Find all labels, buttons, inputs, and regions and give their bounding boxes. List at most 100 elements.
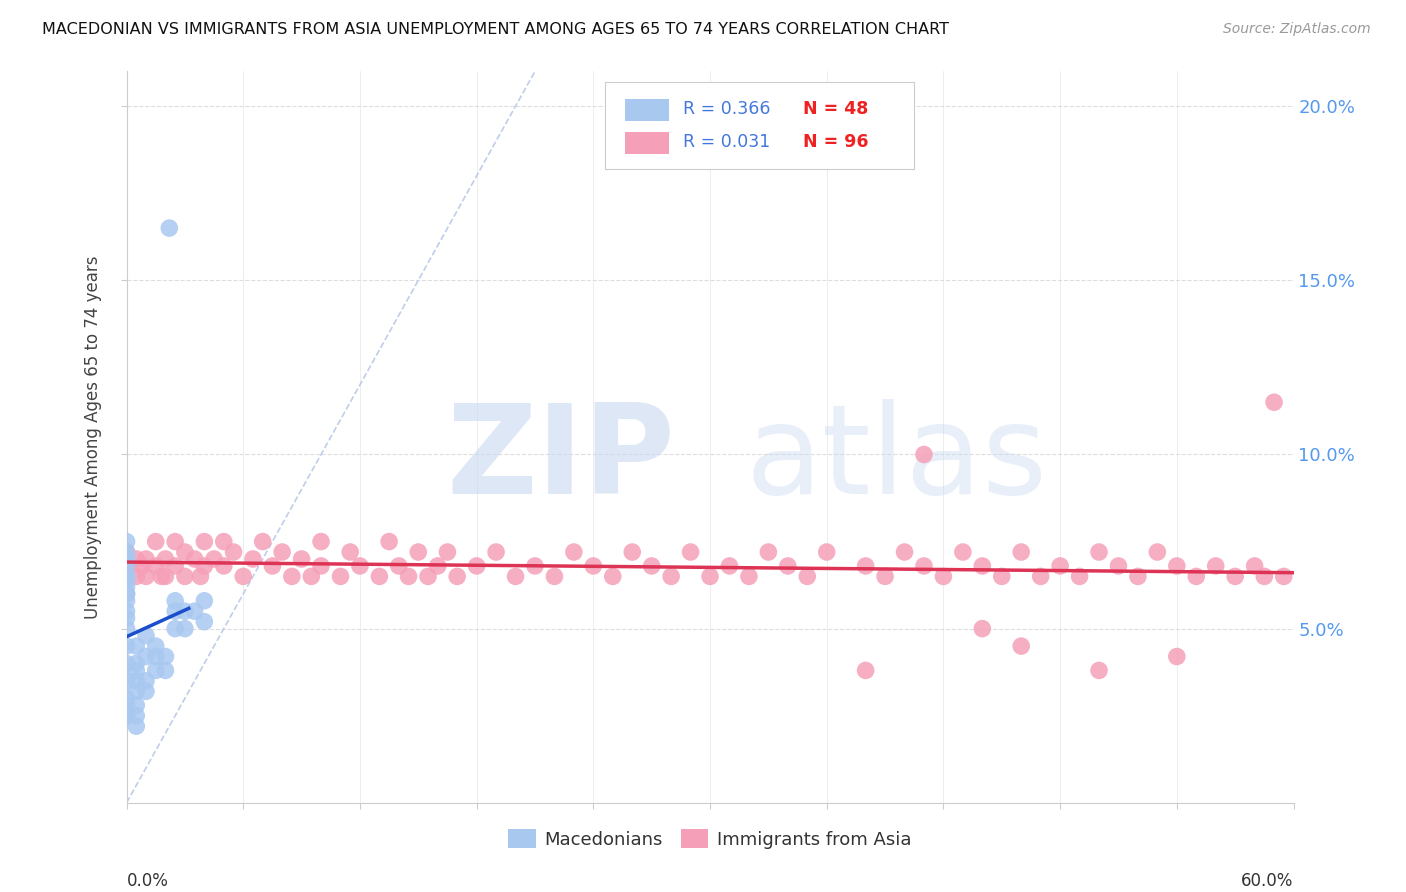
Point — [1272, 569, 1295, 583]
Point — [388, 558, 411, 573]
Point — [1146, 545, 1168, 559]
Point — [145, 639, 167, 653]
Point — [912, 558, 935, 573]
Point — [855, 558, 877, 573]
Point — [115, 708, 138, 723]
Point — [135, 673, 157, 688]
Point — [115, 580, 138, 594]
Point — [1049, 558, 1071, 573]
Point — [125, 639, 148, 653]
Point — [145, 649, 167, 664]
Point — [972, 558, 994, 573]
Text: 0.0%: 0.0% — [127, 872, 169, 890]
Point — [242, 552, 264, 566]
Point — [165, 604, 187, 618]
Point — [309, 534, 332, 549]
Point — [135, 629, 157, 643]
Point — [155, 552, 177, 566]
Point — [378, 534, 401, 549]
Point — [262, 558, 284, 573]
Point — [115, 534, 138, 549]
Point — [1088, 545, 1111, 559]
Point — [135, 684, 157, 698]
Point — [115, 604, 138, 618]
Point — [165, 594, 187, 608]
Point — [875, 569, 897, 583]
Point — [562, 545, 585, 559]
Point — [1126, 569, 1149, 583]
Point — [145, 534, 167, 549]
Point — [679, 545, 702, 559]
Point — [1166, 558, 1188, 573]
Point — [115, 698, 138, 713]
Point — [125, 673, 148, 688]
Point — [135, 552, 157, 566]
Point — [115, 657, 138, 671]
Point — [115, 552, 138, 566]
Point — [1010, 545, 1032, 559]
Point — [125, 657, 148, 671]
Text: R = 0.366: R = 0.366 — [683, 101, 770, 119]
Point — [135, 569, 157, 583]
Point — [912, 448, 935, 462]
Point — [174, 545, 197, 559]
Point — [193, 615, 215, 629]
Point — [972, 622, 994, 636]
Point — [932, 569, 955, 583]
Point — [290, 552, 312, 566]
Point — [659, 569, 682, 583]
Point — [339, 545, 361, 559]
Point — [952, 545, 974, 559]
Point — [115, 573, 138, 587]
Point — [485, 545, 508, 559]
Point — [155, 649, 177, 664]
Point — [426, 558, 449, 573]
Point — [125, 552, 148, 566]
Point — [523, 558, 546, 573]
Point — [252, 534, 274, 549]
Point — [621, 545, 644, 559]
Point — [115, 587, 138, 601]
Point — [115, 558, 138, 573]
Legend: Macedonians, Immigrants from Asia: Macedonians, Immigrants from Asia — [501, 822, 920, 856]
Point — [641, 558, 664, 573]
Point — [115, 594, 138, 608]
Point — [115, 545, 138, 559]
Point — [602, 569, 624, 583]
Point — [212, 558, 235, 573]
Point — [756, 545, 779, 559]
Point — [157, 221, 180, 235]
Point — [115, 708, 138, 723]
Point — [115, 569, 138, 583]
Point — [1185, 569, 1208, 583]
Point — [416, 569, 439, 583]
Point — [115, 587, 138, 601]
Point — [436, 545, 458, 559]
Point — [1253, 569, 1275, 583]
Text: 60.0%: 60.0% — [1241, 872, 1294, 890]
Point — [1010, 639, 1032, 653]
Point — [165, 558, 187, 573]
Text: Source: ZipAtlas.com: Source: ZipAtlas.com — [1223, 22, 1371, 37]
Point — [115, 569, 138, 583]
Point — [543, 569, 565, 583]
Point — [174, 604, 197, 618]
Point — [1223, 569, 1246, 583]
Point — [349, 558, 371, 573]
Point — [1088, 664, 1111, 678]
Point — [855, 664, 877, 678]
Point — [1205, 558, 1227, 573]
Point — [398, 569, 420, 583]
Point — [271, 545, 294, 559]
Point — [699, 569, 721, 583]
Point — [299, 569, 322, 583]
Point — [115, 558, 138, 573]
Point — [893, 545, 915, 559]
Point — [155, 664, 177, 678]
Point — [174, 569, 197, 583]
Point — [155, 569, 177, 583]
Point — [212, 534, 235, 549]
Point — [202, 552, 225, 566]
Point — [115, 611, 138, 625]
Point — [125, 664, 148, 678]
